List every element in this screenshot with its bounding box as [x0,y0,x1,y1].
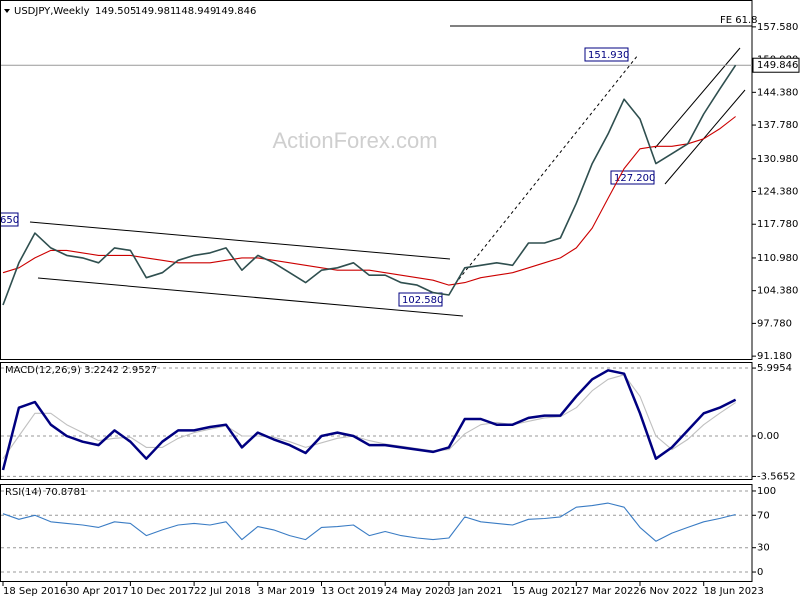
series-line [2,116,736,286]
pane-title: USDJPY,Weekly [14,6,90,17]
x-tick-label: 24 May 2020 [385,586,450,597]
pane-frame [0,0,753,360]
series-line [1,369,737,471]
label-box [0,212,19,227]
y-tick-label: 0.00 [757,431,779,442]
menu-arrow[interactable] [4,9,10,13]
x-tick-label: 18 Sep 2016 [3,586,66,597]
y-tick-label: 144.380 [757,87,798,98]
x-tick-label: 27 Mar 2022 [576,586,639,597]
y-tick-label: 157.580 [757,22,798,33]
pane-title: MACD(12,26,9) 3.2242 2.9527 [5,365,157,376]
y-tick-label: 137.780 [757,120,798,131]
price-label-box [752,57,800,73]
label-box [398,292,443,307]
high-label: 650 [0,215,19,226]
y-tick-label: 70 [757,510,770,521]
y-tick-label: 110.980 [757,253,798,264]
y-tick-label: 117.780 [757,219,798,230]
ohlc-close: 149.846 [215,6,256,17]
label-box [610,170,655,185]
pane-title: RSI(14) 70.8781 [5,487,86,498]
series-line [2,64,737,306]
y-tick-label: 100 [757,486,776,497]
y-tick-label: -3.5652 [757,471,796,482]
low-label: 127.200 [614,173,655,184]
watermark: ActionForex.com [272,128,437,153]
rising-channel-upper [654,47,741,149]
x-tick-label: 6 Nov 2022 [640,586,698,597]
pane-frame [0,484,753,582]
x-tick-label: 3 Jan 2021 [449,586,503,597]
x-tick-label: 30 Apr 2017 [67,586,129,597]
y-tick-label: 91.180 [757,351,792,362]
high-label: 151.930 [588,50,629,61]
price-label: 149.846 [757,60,798,71]
y-tick-label: 130.980 [757,154,798,165]
y-tick-label: 124.380 [757,187,798,198]
rising-channel-lower [664,89,746,185]
y-tick-label: 30 [757,543,770,554]
x-tick-label: 13 Oct 2019 [322,586,384,597]
projection-line [454,54,639,285]
y-tick-label: 5.9954 [757,363,792,374]
x-tick-label: 22 Jul 2018 [194,586,251,597]
x-tick-label: 10 Dec 2017 [130,586,194,597]
ohlc-low: 148.949 [175,6,216,17]
ohlc-high: 149.981 [135,6,176,17]
y-tick-label: 104.380 [757,286,798,297]
label-box [584,47,629,62]
y-tick-label: 97.780 [757,318,792,329]
ohlc-open: 149.505 [95,6,136,17]
x-tick-label: 3 Mar 2019 [258,586,315,597]
fe-label: FE 61.8 [720,15,758,26]
x-tick-label: 18 Jun 2023 [704,586,764,597]
channel-lower [37,277,464,317]
pane-frame [0,362,753,480]
low-label: 102.580 [402,295,443,306]
x-tick-label: 15 Aug 2021 [513,586,577,597]
y-tick-label: 0 [757,567,763,578]
series-line [2,502,736,542]
channel-upper [29,221,451,260]
